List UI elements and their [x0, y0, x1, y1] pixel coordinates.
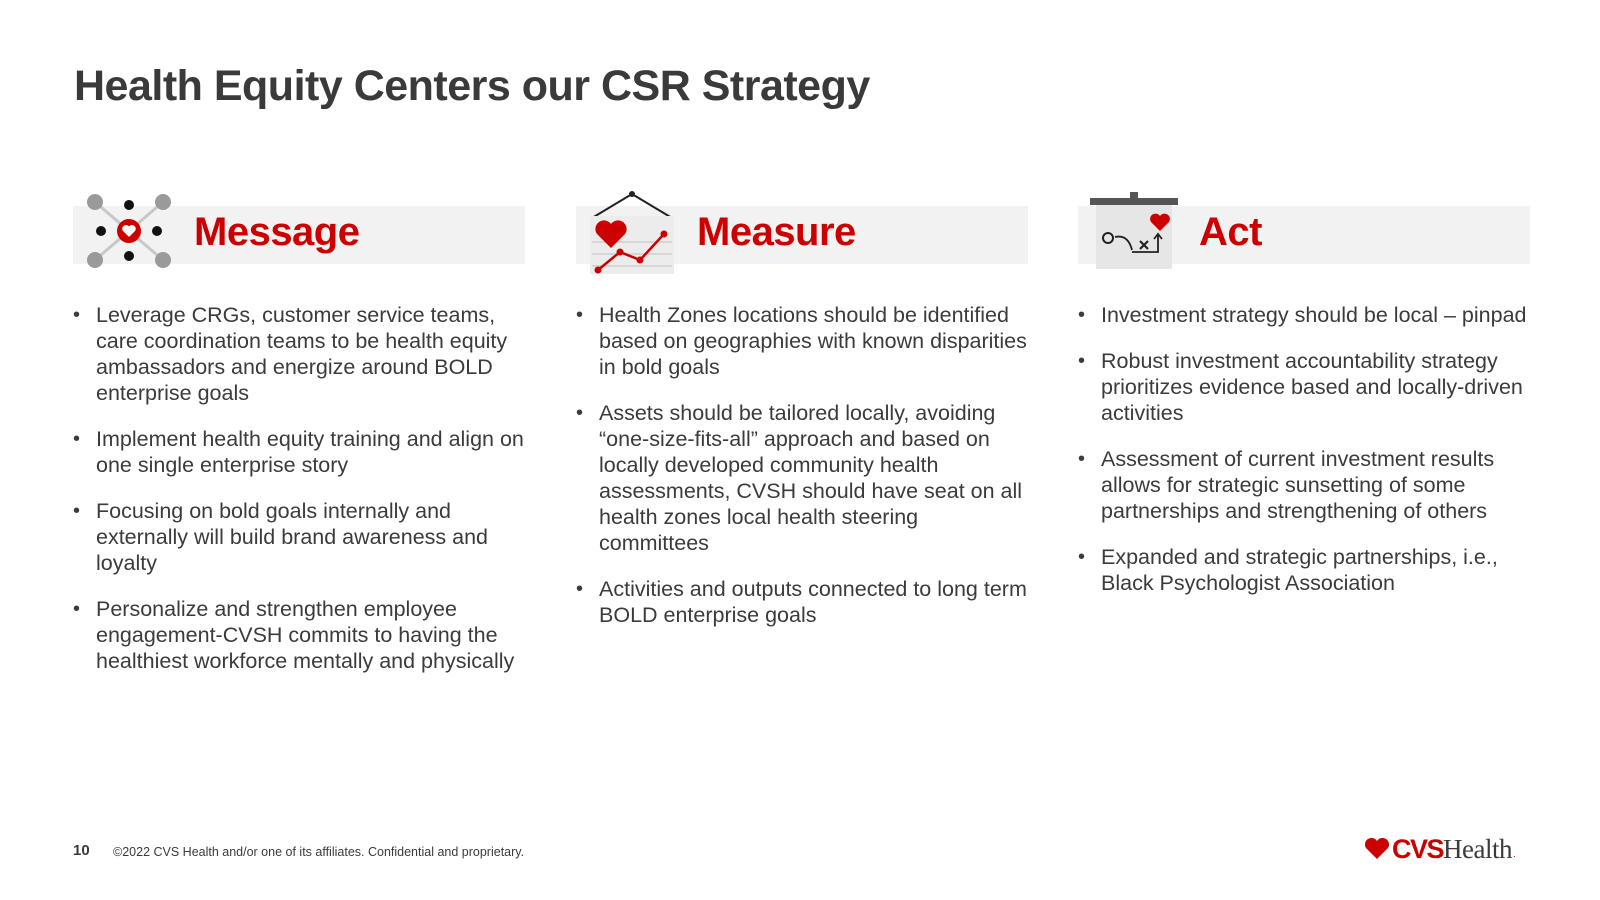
column-header: Message	[73, 190, 525, 276]
logo-cvs-text: CVS	[1392, 833, 1445, 864]
column-heading: Act	[1199, 210, 1262, 254]
bullet-list: Leverage CRGs, customer service teams, c…	[73, 302, 525, 674]
list-item: Assets should be tailored locally, avoid…	[576, 400, 1028, 556]
list-item: Activities and outputs connected to long…	[576, 576, 1028, 628]
bullet-list: Investment strategy should be local – pi…	[1078, 302, 1530, 596]
list-item: Expanded and strategic partnerships, i.e…	[1078, 544, 1530, 596]
heart-chart-icon	[586, 190, 678, 276]
column-heading: Measure	[697, 210, 856, 254]
slide-title: Health Equity Centers our CSR Strategy	[74, 62, 870, 110]
column-message: Message Leverage CRGs, customer service …	[73, 190, 525, 694]
bullet-list: Health Zones locations should be identif…	[576, 302, 1028, 628]
column-header: Act	[1078, 190, 1530, 276]
list-item: Health Zones locations should be identif…	[576, 302, 1028, 380]
column-heading: Message	[194, 210, 360, 254]
list-item: Implement health equity training and ali…	[73, 426, 525, 478]
column-measure: Measure Health Zones locations should be…	[576, 190, 1028, 648]
list-item: Leverage CRGs, customer service teams, c…	[73, 302, 525, 406]
page-number: 10	[73, 842, 90, 859]
heart-icon	[1364, 838, 1390, 859]
network-heart-icon	[83, 190, 175, 276]
column-act: Act Investment strategy should be local …	[1078, 190, 1530, 616]
list-item: Focusing on bold goals internally and ex…	[73, 498, 525, 576]
copyright-notice: ©2022 CVS Health and/or one of its affil…	[113, 845, 525, 859]
list-item: Personalize and strengthen employee enga…	[73, 596, 525, 674]
strategy-board-icon	[1088, 190, 1180, 276]
logo-dot: .	[1513, 849, 1516, 860]
logo-health-text: Health	[1443, 833, 1513, 864]
list-item: Investment strategy should be local – pi…	[1078, 302, 1530, 328]
list-item: Assessment of current investment results…	[1078, 446, 1530, 524]
list-item: Robust investment accountability strateg…	[1078, 348, 1530, 426]
cvs-health-logo: CVS Health .	[1364, 832, 1516, 866]
column-header: Measure	[576, 190, 1028, 276]
